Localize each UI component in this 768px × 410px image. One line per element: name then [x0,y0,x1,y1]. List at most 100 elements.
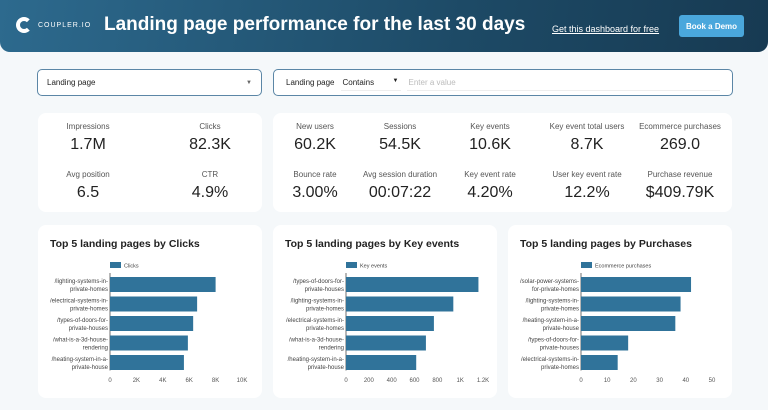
bar[interactable] [110,335,188,351]
bar[interactable] [346,277,479,292]
kpi-value: 1.7M [70,136,106,153]
category-label: /heating-system-in-a- [523,318,579,324]
legend-swatch [581,262,592,268]
tick-label: 800 [432,378,443,384]
chart-title: Top 5 landing pages by Key events [285,238,460,250]
category-label: private-houses [305,287,344,293]
kpi-label: CTR [201,170,219,179]
legend-label: Key events [360,264,387,270]
filter-value-input[interactable]: Enter a value [406,75,720,91]
dimension-select-value: Landing page [47,78,96,87]
kpi-label: Sessions [383,122,417,131]
filter-control: Landing page Contains ▼ Enter a value [273,69,733,96]
dimension-select[interactable]: Landing page ▼ [37,69,262,96]
coupler-logo[interactable]: COUPLER.IO [16,17,91,33]
header: COUPLER.IO Landing page performance for … [0,0,768,52]
kpi-value: 8.7K [570,136,604,153]
book-demo-button[interactable]: Book a Demo [679,15,744,37]
kpi: Bounce rate 3.00% [292,170,337,202]
category-label: /heating-system-in-a- [288,357,344,363]
tick-label: 2K [133,378,140,384]
kpi: Key events 10.6K [469,122,511,154]
kpi-label: User key event rate [552,170,622,179]
filter-label: Landing page [286,78,335,87]
bar[interactable] [581,277,692,292]
category-label: /lighting-systems-in- [55,279,108,285]
kpi-value: 269.0 [659,136,701,153]
kpi-label: Clicks [199,122,221,131]
bar[interactable] [581,316,676,331]
kpi-value: 60.2K [294,136,336,153]
bar[interactable] [581,296,681,312]
tick-label: 200 [364,378,375,384]
kpi-label: Avg session duration [362,170,438,179]
bar[interactable] [346,296,454,312]
category-label: /heating-system-in-a- [52,357,108,363]
tick-label: 0 [579,378,583,384]
page-title: Landing page performance for the last 30… [104,14,526,35]
tick-label: 400 [387,378,398,384]
tick-label: 10K [237,378,248,384]
category-label: /types-of-doors-for- [57,318,108,324]
bar[interactable] [346,335,426,351]
bar[interactable] [110,355,184,370]
kpi-label: Purchase revenue [647,170,713,179]
kpi-label: Key event rate [464,170,516,179]
category-label: /lighting-systems-in- [526,299,579,305]
kpi: Purchase revenue $409.79K [646,170,715,202]
legend-label: Clicks [124,264,139,270]
bar[interactable] [110,277,216,292]
legend-swatch [110,262,121,268]
kpi: CTR 4.9% [192,170,228,202]
kpi-value: 3.00% [292,184,338,201]
kpi-value: 4.20% [467,184,513,201]
kpi-label: Ecommerce purchases [639,122,721,131]
chart-title: Top 5 landing pages by Purchases [520,238,692,250]
category-label: private-homes [306,307,344,313]
kpi-value: $409.79K [645,184,715,201]
chart-title: Top 5 landing pages by Clicks [50,238,200,250]
kpi: User key event rate 12.2% [552,170,621,202]
category-label: /electrical-systems-in- [50,299,108,305]
bar[interactable] [346,355,417,370]
category-label: /electrical-systems-in- [286,318,344,324]
kpi-value: 12.2% [564,184,610,201]
logo-icon [16,17,32,33]
category-label: private-houses [540,346,579,352]
chevron-down-icon: ▼ [246,79,252,86]
chart-clicks: Top 5 landing pages by Clicks Clicks/ligh… [38,225,262,398]
tick-label: 0 [108,378,112,384]
bar[interactable] [581,355,618,370]
tick-label: 50 [709,378,716,384]
operator-select[interactable]: Contains ▼ [340,75,401,91]
analytics-kpis: New users 60.2K Bounce rate 3.00% Sessions 54… [273,113,732,212]
category-label: private-house [308,365,345,371]
bar[interactable] [110,296,198,312]
tick-label: 40 [682,378,689,384]
legend-swatch [346,262,357,268]
tick-label: 0 [344,378,348,384]
category-label: rendering [83,346,108,352]
bar[interactable] [346,316,434,331]
kpi: Avg position 6.5 [66,170,109,202]
search-console-kpis: Impressions 1.7M Avg position 6.5 Clicks 82.3… [38,113,262,212]
category-label: /lighting-systems-in- [291,299,344,305]
category-label: /electrical-systems-in- [521,357,579,363]
tick-label: 600 [409,378,420,384]
category-label: private-homes [541,365,579,371]
kpi-value: 6.5 [76,184,100,201]
category-label: /what-is-a-3d-house- [53,338,108,344]
kpi: Key event rate 4.20% [464,170,516,202]
bar-chart: Key events/types-of-doors-for-private-ho… [286,262,489,384]
category-label: private-homes [541,307,579,313]
bar-chart: Clicks/lighting-systems-in-private-homes… [50,262,248,384]
chart-purchases: Top 5 landing pages by Purchases Ecommerc… [508,225,732,398]
bar[interactable] [110,316,194,331]
kpi-value: 10.6K [469,136,511,153]
kpi-label: Avg position [66,170,110,179]
kpi: Key event total users 8.7K [550,122,625,154]
bar[interactable] [581,335,629,351]
get-dashboard-link[interactable]: Get this dashboard for free [552,24,660,34]
kpi-label: Key events [470,122,510,131]
category-label: private-homes [306,326,344,332]
